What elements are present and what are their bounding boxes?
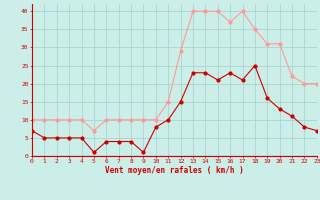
X-axis label: Vent moyen/en rafales ( km/h ): Vent moyen/en rafales ( km/h ) [105, 166, 244, 175]
